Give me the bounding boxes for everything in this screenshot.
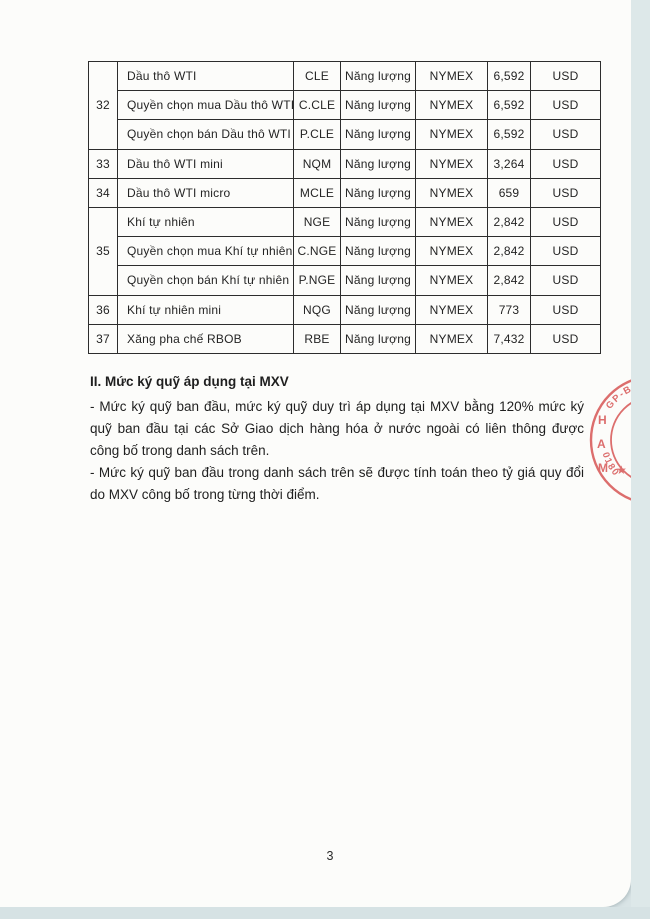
margin-cell: 659 [487, 177, 531, 208]
category-cell: Năng lượng [340, 323, 416, 354]
currency-cell: USD [530, 177, 601, 208]
margin-cell: 7,432 [487, 323, 531, 354]
scan-background [0, 907, 650, 919]
margin-cell: 2,842 [487, 206, 531, 238]
currency-cell: USD [530, 236, 601, 267]
margin-table: 32 Dầu thô WTI CLE Năng lượng NYMEX 6,59… [88, 60, 601, 354]
category-cell: Năng lượng [340, 265, 416, 296]
row-number-cell: 36 [88, 294, 118, 325]
exchange-cell: NYMEX [415, 323, 488, 354]
table-row: Quyền chọn mua Khí tự nhiên C.NGE Năng l… [89, 236, 601, 267]
currency-cell: USD [530, 148, 601, 179]
margin-cell: 6,592 [487, 60, 531, 92]
code-cell: P.NGE [293, 265, 341, 296]
section-2: II. Mức ký quỹ áp dụng tại MXV - Mức ký … [90, 374, 584, 506]
currency-cell: USD [530, 206, 601, 238]
page-sheet: 32 Dầu thô WTI CLE Năng lượng NYMEX 6,59… [0, 0, 631, 907]
stamp-inner-ring [610, 402, 631, 478]
code-cell: NQG [293, 294, 341, 325]
category-cell: Năng lượng [340, 294, 416, 325]
code-cell: MCLE [293, 177, 341, 208]
commodity-name-cell: Xăng pha chế RBOB [117, 323, 294, 354]
currency-cell: USD [530, 90, 601, 121]
exchange-cell: NYMEX [415, 265, 488, 296]
row-number-cell: 33 [88, 148, 118, 179]
currency-cell: USD [530, 265, 601, 296]
row-number-cell: 35 [88, 206, 118, 296]
page-number: 3 [326, 849, 334, 863]
code-cell: P.CLE [293, 119, 341, 150]
code-cell: NQM [293, 148, 341, 179]
exchange-cell: NYMEX [415, 206, 488, 238]
exchange-cell: NYMEX [415, 60, 488, 92]
commodity-name-cell: Quyền chọn mua Dầu thô WTI [117, 90, 294, 121]
category-cell: Năng lượng [340, 90, 416, 121]
stamp-letter: M [598, 461, 608, 475]
section-heading: II. Mức ký quỹ áp dụng tại MXV [90, 374, 289, 389]
stamp-letter: H [598, 413, 607, 427]
stamp-star-icon: ★ [616, 463, 627, 477]
commodity-name-cell: Dầu thô WTI [117, 60, 294, 92]
section-bullet-1: - Mức ký quỹ ban đầu, mức ký quỹ duy trì… [90, 399, 584, 458]
stamp-outer-ring [589, 379, 631, 501]
section-bullet-2: - Mức ký quỹ ban đầu trong danh sách trê… [90, 465, 584, 502]
circular-stamp: GP-BCT 0180 H A M ★ [589, 378, 631, 501]
currency-cell: USD [530, 119, 601, 150]
row-number-cell: 37 [88, 323, 118, 354]
margin-cell: 2,842 [487, 236, 531, 267]
table-row: 37 Xăng pha chế RBOB RBE Năng lượng NYME… [88, 323, 601, 354]
code-cell: C.CLE [293, 90, 341, 121]
commodity-name-cell: Dầu thô WTI micro [117, 177, 294, 208]
exchange-cell: NYMEX [415, 148, 488, 179]
table-row: 32 Dầu thô WTI CLE Năng lượng NYMEX 6,59… [88, 60, 601, 150]
table-row: 34 Dầu thô WTI micro MCLE Năng lượng NYM… [88, 177, 601, 208]
commodity-name-cell: Quyền chọn mua Khí tự nhiên [117, 236, 294, 267]
category-cell: Năng lượng [340, 60, 416, 92]
table-row: Quyền chọn bán Dầu thô WTI P.CLE Năng lư… [89, 119, 601, 150]
margin-cell: 6,592 [487, 119, 531, 150]
category-cell: Năng lượng [340, 206, 416, 238]
category-cell: Năng lượng [340, 236, 416, 267]
category-cell: Năng lượng [340, 119, 416, 150]
row-number-cell: 32 [88, 61, 118, 150]
scan-background [631, 0, 650, 919]
commodity-name-cell: Quyền chọn bán Dầu thô WTI [117, 119, 294, 150]
table-row: 33 Dầu thô WTI mini NQM Năng lượng NYMEX… [88, 148, 601, 179]
commodity-name-cell: Dầu thô WTI mini [117, 148, 294, 179]
commodity-name-cell: Quyền chọn bán Khí tự nhiên [117, 265, 294, 296]
table-row: 36 Khí tự nhiên mini NQG Năng lượng NYME… [88, 294, 601, 325]
commodity-name-cell: Khí tự nhiên [117, 206, 294, 238]
exchange-cell: NYMEX [415, 236, 488, 267]
code-cell: RBE [293, 323, 341, 354]
code-cell: CLE [293, 60, 341, 92]
currency-cell: USD [530, 60, 601, 92]
currency-cell: USD [530, 294, 601, 325]
margin-cell: 773 [487, 294, 531, 325]
category-cell: Năng lượng [340, 177, 416, 208]
margin-cell: 6,592 [487, 90, 531, 121]
exchange-cell: NYMEX [415, 294, 488, 325]
table-row: Quyền chọn mua Dầu thô WTI C.CLE Năng lư… [89, 90, 601, 121]
table-row: Quyền chọn bán Khí tự nhiên P.NGE Năng l… [89, 265, 601, 296]
exchange-cell: NYMEX [415, 177, 488, 208]
exchange-cell: NYMEX [415, 119, 488, 150]
margin-cell: 2,842 [487, 265, 531, 296]
row-number-cell: 34 [88, 177, 118, 208]
commodity-name-cell: Khí tự nhiên mini [117, 294, 294, 325]
code-cell: NGE [293, 206, 341, 238]
table-row: 35 Khí tự nhiên NGE Năng lượng NYMEX 2,8… [88, 206, 601, 296]
category-cell: Năng lượng [340, 148, 416, 179]
code-cell: C.NGE [293, 236, 341, 267]
stamp-letter: A [597, 437, 606, 451]
margin-cell: 3,264 [487, 148, 531, 179]
currency-cell: USD [530, 323, 601, 354]
exchange-cell: NYMEX [415, 90, 488, 121]
